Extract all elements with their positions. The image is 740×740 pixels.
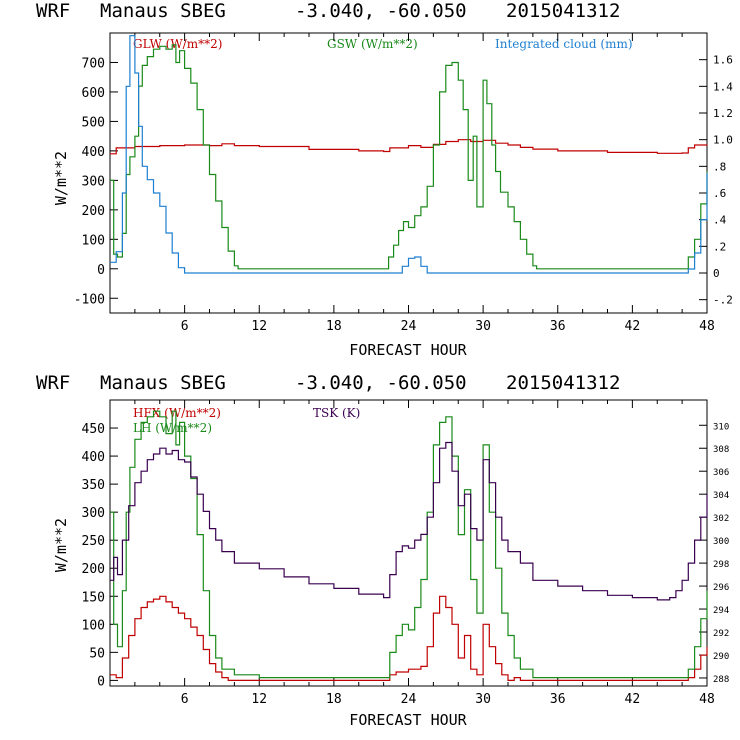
panel-1-header-model: WRF — [36, 0, 70, 22]
panel-2-header-model: WRF — [36, 372, 70, 394]
panel-2-y-tick-label: 400 — [82, 450, 105, 465]
panel-2-y2-tick-label: 298 — [713, 560, 729, 570]
panel-1-y2-tick-label: .4 — [713, 214, 727, 227]
panel-2-legend-hfx: HFX (W/m**2) — [133, 406, 221, 420]
panel-2-plot-frame — [109, 399, 708, 687]
panel-1-x-tick-label: 12 — [251, 319, 267, 334]
panel-1-y-tick-label: 300 — [82, 174, 105, 189]
panel-2-legend-tsk: TSK (K) — [313, 406, 360, 420]
panel-2: WRF Manaus SBEG -3.040, -60.050 20150413… — [36, 372, 729, 729]
panel-2-y2-tick-label: 310 — [713, 422, 729, 432]
panel-1-y2-tick-label: 1.2 — [713, 107, 733, 120]
panel-1-y-tick-label: 400 — [82, 145, 105, 160]
panel-1-x-tick-label: 36 — [550, 319, 566, 334]
panel-1-header-coords: -3.040, -60.050 — [295, 0, 467, 22]
panel-2-header-station: Manaus SBEG — [100, 372, 226, 394]
panel-2-y-tick-label: 350 — [82, 478, 105, 493]
panel-2-x-tick-label: 42 — [625, 692, 641, 707]
panel-1-x-tick-label: 24 — [401, 319, 417, 334]
panel-2-y-tick-label: 0 — [97, 674, 105, 689]
panel-1-header-run: 2015041312 — [506, 0, 620, 22]
panel-1-y-tick-label: -100 — [74, 292, 105, 307]
panel-1-y2-tick-label: 0 — [713, 267, 720, 280]
panel-1-y-tick-label: 500 — [82, 115, 105, 130]
panel-2-y2-tick-label: 308 — [713, 445, 729, 455]
panel-1-x-tick-label: 48 — [699, 319, 715, 334]
panel-2-x-axis-label: FORECAST HOUR — [349, 711, 467, 729]
panel-2-y-tick-label: 150 — [82, 590, 105, 605]
panel-2-x-tick-label: 36 — [550, 692, 566, 707]
panel-2-y2-tick-label: 290 — [713, 652, 729, 662]
panel-1-y-tick-label: 100 — [82, 233, 105, 248]
panel-2-y-tick-label: 450 — [82, 422, 105, 437]
panel-2-y-tick-label: 200 — [82, 562, 105, 577]
panel-1-y-axis-label: W/m**2 — [52, 151, 70, 205]
panel-1-x-tick-label: 30 — [475, 319, 491, 334]
panel-2-y-tick-label: 100 — [82, 618, 105, 633]
panel-1-y2-tick-label: 1.4 — [713, 80, 733, 93]
panel-2-header-run: 2015041312 — [506, 372, 620, 394]
panel-2-header-coords: -3.040, -60.050 — [295, 372, 467, 394]
panel-2-y2-tick-label: 296 — [713, 583, 729, 593]
panel-1-series-gsw-line — [110, 44, 708, 270]
panel-2-y2-tick-label: 304 — [713, 491, 729, 501]
panel-2-series-tsk-line — [110, 441, 708, 601]
panel-1-y2-tick-label: -.2 — [713, 294, 733, 307]
panel-2-x-tick-label: 6 — [181, 692, 189, 707]
panel-1-y-tick-label: 700 — [82, 56, 105, 71]
panel-1-y-tick-label: 0 — [97, 263, 105, 278]
panel-1-y2-tick-label: .8 — [713, 160, 726, 173]
panel-1-legend-glw: GLW (W/m**2) — [133, 37, 222, 51]
panel-1-x-tick-label: 18 — [326, 319, 342, 334]
panel-2-x-tick-label: 24 — [401, 692, 417, 707]
panel-2-y2-tick-label: 292 — [713, 629, 729, 639]
panel-1-x-tick-label: 6 — [181, 319, 189, 334]
panel-1-x-tick-label: 42 — [625, 319, 641, 334]
panel-1: WRF Manaus SBEG -3.040, -60.050 20150413… — [36, 0, 733, 359]
panel-1-series-glw-line — [110, 139, 708, 155]
panel-1-y2-tick-label: .6 — [713, 187, 726, 200]
panel-2-y2-tick-label: 294 — [713, 606, 729, 616]
panel-1-plot-frame — [109, 32, 708, 314]
panel-2-x-tick-label: 30 — [475, 692, 491, 707]
panel-2-y-tick-label: 50 — [89, 646, 105, 661]
panel-2-y2-tick-label: 306 — [713, 468, 729, 478]
panel-1-header-station: Manaus SBEG — [100, 0, 226, 22]
panel-1-y-tick-label: 600 — [82, 86, 105, 101]
panel-2-series-lh-line — [110, 410, 708, 679]
panel-1-legend-cloud: Integrated cloud (mm) — [495, 37, 633, 51]
panel-1-y2-tick-label: 1.6 — [713, 54, 733, 67]
panel-2-x-tick-label: 12 — [251, 692, 267, 707]
panel-2-y-axis-label: W/m**2 — [52, 518, 70, 572]
panel-2-series-hfx-line — [110, 595, 708, 681]
panel-2-y2-tick-label: 288 — [713, 675, 729, 685]
panel-1-series-integrated-line — [110, 35, 708, 274]
panel-1-y2-tick-label: 1.0 — [713, 134, 733, 147]
panel-2-y2-tick-label: 300 — [713, 537, 729, 547]
panel-2-y2-tick-label: 302 — [713, 514, 729, 524]
panel-1-y-tick-label: 200 — [82, 204, 105, 219]
panel-1-y2-tick-label: .2 — [713, 240, 726, 253]
panel-2-x-tick-label: 48 — [699, 692, 715, 707]
panel-2-y-tick-label: 300 — [82, 506, 105, 521]
panel-1-x-axis-label: FORECAST HOUR — [349, 341, 467, 359]
panel-1-legend-gsw: GSW (W/m**2) — [327, 37, 418, 51]
panel-2-y-tick-label: 250 — [82, 534, 105, 549]
panel-2-x-tick-label: 18 — [326, 692, 342, 707]
